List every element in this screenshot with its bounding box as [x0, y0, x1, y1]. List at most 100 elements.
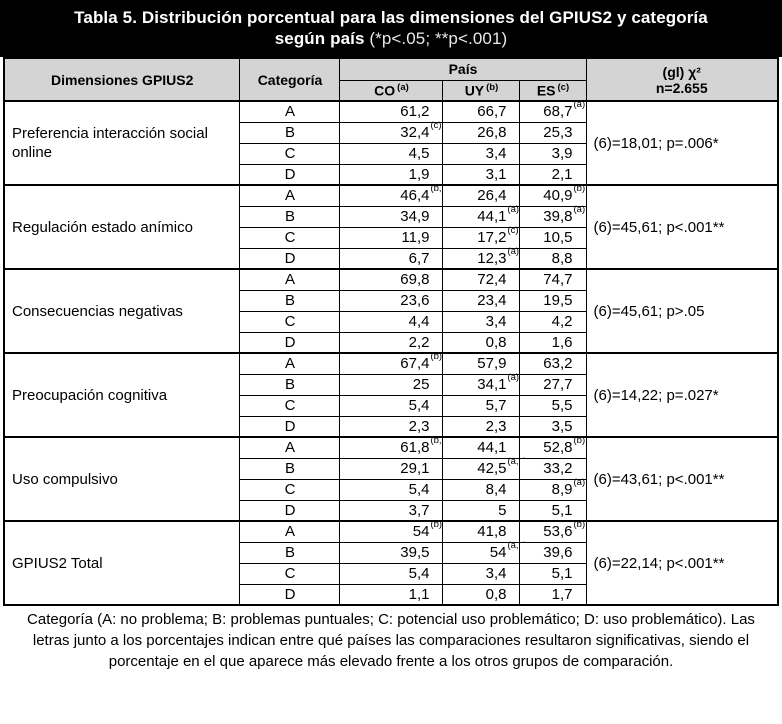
- gpius2-table: Dimensiones GPIUS2 Categoría País (gl) χ…: [2, 57, 779, 606]
- value-cell-uy: 41,8: [442, 520, 521, 543]
- table-row: B 25 34,1 (a) 27,7: [4, 372, 778, 396]
- percentage-value: 5,4: [408, 397, 430, 414]
- col-header-co: CO (a): [339, 79, 444, 102]
- chi-square-cell: (6)=14,22; p=.027*: [585, 352, 779, 438]
- value-cell-uy: 44,1 (a): [442, 204, 521, 228]
- percentage-value: 29,1: [400, 460, 430, 477]
- dimension-cell: GPIUS2 Total: [3, 520, 241, 606]
- value-cell-co: 1,1: [339, 583, 444, 606]
- chi-square-cell: (6)=45,61; p<.001**: [585, 184, 779, 270]
- percentage-value: 6,7: [408, 249, 430, 267]
- category-cell: B: [239, 289, 341, 312]
- col-header-chi: (gl) χ² n=2.655: [585, 57, 779, 102]
- table-row: B 39,5 54 (a,c) 39,6: [4, 540, 778, 564]
- value-cell-uy: 5: [442, 499, 521, 522]
- value-cell-uy: 26,8: [442, 121, 521, 144]
- percentage-value: 19,5: [543, 292, 573, 309]
- value-cell-co: 5,4: [339, 478, 444, 501]
- title-line-1: Tabla 5. Distribución porcentual para la…: [74, 8, 708, 27]
- percentage-value: 3,4: [485, 145, 507, 162]
- value-cell-co: 34,9: [339, 205, 444, 228]
- value-cell-es: 3,9: [519, 142, 587, 165]
- percentage-value: 0,8: [485, 333, 507, 351]
- footnote-line-1: Categoría (A: no problema; B: problemas …: [27, 611, 755, 628]
- value-cell-es: 8,9 (a): [519, 477, 587, 501]
- table-row: B 23,6 23,4 19,5: [4, 289, 778, 312]
- category-cell: B: [239, 457, 341, 480]
- percentage-value: 66,7: [477, 103, 507, 121]
- header-row-1: Dimensiones GPIUS2 Categoría País (gl) χ…: [3, 57, 779, 102]
- significance-superscript: (a): [507, 372, 520, 383]
- footnote-line-2: letras junto a los porcentajes indican e…: [32, 632, 750, 649]
- percentage-value: 4,4: [408, 313, 430, 330]
- value-cell-uy: 0,8: [442, 331, 521, 354]
- value-cell-uy: 3,4: [442, 142, 521, 165]
- value-cell-co: 1,9: [339, 163, 444, 186]
- value-cell-co: 32,4 (c): [339, 120, 444, 144]
- percentage-value: 1,6: [551, 333, 573, 351]
- chi-header-line-1: (gl) χ²: [662, 63, 701, 80]
- value-cell-es: 27,7: [519, 373, 587, 396]
- value-cell-co: 2,2: [339, 331, 444, 354]
- value-cell-uy: 72,4: [442, 268, 521, 291]
- value-cell-co: 29,1: [339, 457, 444, 480]
- percentage-value: 4,2: [551, 313, 573, 330]
- significance-superscript: (b): [573, 435, 586, 447]
- value-cell-co: 5,4: [339, 394, 444, 417]
- category-cell: C: [239, 142, 341, 165]
- table-row: Preferencia interacción social online A 61…: [3, 99, 779, 186]
- value-cell-co: 11,9: [339, 226, 444, 249]
- col-header-pais: País: [339, 57, 587, 81]
- percentage-value: 39,5: [400, 544, 430, 561]
- percentage-value: 1,9: [408, 165, 430, 183]
- country-sup-uy: (b): [486, 81, 499, 93]
- percentage-value: 67,4: [400, 355, 430, 373]
- percentage-value: 44,1: [477, 439, 507, 457]
- value-cell-es: 39,6: [519, 541, 587, 564]
- table-row: Uso compulsivo A 61,8 (b,c) 44,1 52,8 (b) (6)=4…: [3, 435, 779, 522]
- table-row: Consecuencias negativas A 69,8 72,4 74,7 (6)=…: [3, 268, 779, 354]
- significance-superscript: (c): [430, 120, 442, 131]
- value-cell-es: 68,7 (a): [519, 99, 587, 123]
- percentage-value: 42,5: [477, 460, 507, 477]
- value-cell-es: 40,9 (b): [519, 183, 587, 207]
- percentage-value: 72,4: [477, 271, 507, 289]
- value-cell-es: 1,6: [519, 331, 587, 354]
- category-cell: D: [239, 163, 341, 186]
- percentage-value: 3,4: [485, 313, 507, 330]
- percentage-value: 41,8: [477, 523, 507, 541]
- value-cell-es: 2,1: [519, 163, 587, 186]
- percentage-value: 4,5: [408, 145, 430, 162]
- table-row: B 34,9 44,1 (a) 39,8 (a): [4, 204, 778, 228]
- value-cell-uy: 0,8: [442, 583, 521, 606]
- table-row: B 32,4 (c) 26,8 25,3: [4, 120, 778, 144]
- percentage-value: 46,4: [400, 187, 430, 205]
- category-cell: A: [239, 352, 341, 375]
- category-cell: D: [239, 415, 341, 438]
- value-cell-co: 4,5: [339, 142, 444, 165]
- percentage-value: 26,8: [477, 124, 507, 141]
- col-header-uy: UY (b): [442, 79, 521, 102]
- percentage-value: 3,9: [551, 145, 573, 162]
- percentage-value: 23,4: [477, 292, 507, 309]
- category-cell: A: [239, 520, 341, 543]
- significance-superscript: (c): [507, 225, 519, 236]
- percentage-value: 8,9: [551, 481, 573, 498]
- value-cell-es: 63,2: [519, 352, 587, 375]
- value-cell-co: 39,5: [339, 541, 444, 564]
- value-cell-uy: 34,1 (a): [442, 372, 521, 396]
- percentage-value: 40,9: [543, 187, 573, 205]
- chi-header-line-2: n=2.655: [655, 79, 708, 96]
- country-code-es: ES: [536, 82, 556, 99]
- col-header-dimensiones: Dimensiones GPIUS2: [3, 57, 241, 102]
- category-cell: B: [239, 373, 341, 396]
- value-cell-co: 6,7: [339, 247, 444, 270]
- percentage-value: 54: [412, 523, 430, 541]
- value-cell-co: 25: [339, 373, 444, 396]
- country-sup-es: (c): [557, 81, 570, 93]
- category-cell: D: [239, 331, 341, 354]
- percentage-value: 23,6: [400, 292, 430, 309]
- country-sup-co: (a): [397, 81, 409, 93]
- chi-square-cell: (6)=43,61; p<.001**: [585, 436, 779, 522]
- percentage-value: 1,7: [551, 585, 573, 603]
